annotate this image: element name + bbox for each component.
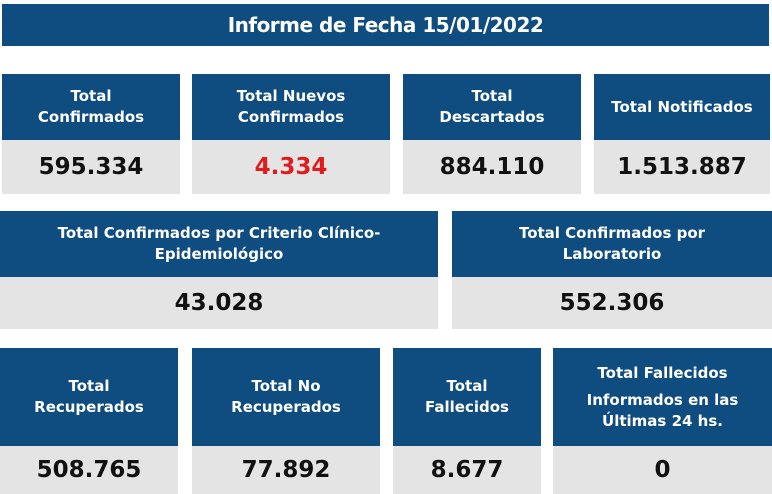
card-value: 0 <box>553 446 772 494</box>
report-title-banner: Informe de Fecha 15/01/2022 <box>2 4 769 46</box>
card-label: Total <box>446 377 488 395</box>
card-confirmados-laboratorio: Total Confirmados por Laboratorio 552.30… <box>452 211 772 329</box>
card-header: Total Fallecidos Informados en las Últim… <box>553 348 772 446</box>
card-total-descartados: Total Descartados 884.110 <box>403 74 581 194</box>
card-header: Total Descartados <box>403 74 581 140</box>
card-label: Laboratorio <box>562 245 662 263</box>
card-total-no-recuperados: Total No Recuperados 77.892 <box>192 348 380 494</box>
card-header: Total Nuevos Confirmados <box>192 74 390 140</box>
card-label: Total Nuevos <box>236 87 346 105</box>
card-label: Descartados <box>439 108 545 126</box>
card-fallecidos-ultimas-24hs: Total Fallecidos Informados en las Últim… <box>553 348 772 494</box>
card-total-confirmados: Total Confirmados 595.334 <box>2 74 180 194</box>
card-label: Total Notificados <box>611 97 753 116</box>
card-label: Fallecidos <box>425 398 509 416</box>
card-label: Informados en las <box>586 390 739 409</box>
card-label: Total <box>68 377 110 395</box>
card-header: Total Confirmados por Criterio Clínico- … <box>0 211 438 277</box>
card-value: 4.334 <box>192 140 390 194</box>
card-value: 508.765 <box>0 446 178 494</box>
card-label: Recuperados <box>231 398 341 416</box>
report-title: Informe de Fecha 15/01/2022 <box>227 13 544 37</box>
card-value: 77.892 <box>192 446 380 494</box>
card-confirmados-criterio-clinico: Total Confirmados por Criterio Clínico- … <box>0 211 438 329</box>
card-label: Total <box>70 87 112 105</box>
card-total-fallecidos: Total Fallecidos 8.677 <box>393 348 541 494</box>
card-label: Total No <box>251 377 321 395</box>
card-value: 552.306 <box>452 277 772 329</box>
card-header: Total Confirmados <box>2 74 180 140</box>
card-header: Total No Recuperados <box>192 348 380 446</box>
card-value: 8.677 <box>393 446 541 494</box>
card-label: Confirmados <box>37 108 145 126</box>
card-label: Confirmados <box>237 108 345 126</box>
card-label: Total Fallecidos <box>597 363 728 382</box>
card-label: Epidemiológico <box>154 245 284 263</box>
card-label: Últimas 24 hs. <box>602 411 723 430</box>
card-header: Total Recuperados <box>0 348 178 446</box>
card-label: Total Confirmados por <box>518 224 706 242</box>
card-label: Total <box>471 87 513 105</box>
card-total-recuperados: Total Recuperados 508.765 <box>0 348 178 494</box>
card-label: Recuperados <box>34 398 144 416</box>
card-total-nuevos-confirmados: Total Nuevos Confirmados 4.334 <box>192 74 390 194</box>
card-header: Total Fallecidos <box>393 348 541 446</box>
card-total-notificados: Total Notificados 1.513.887 <box>594 74 770 194</box>
card-value: 595.334 <box>2 140 180 194</box>
card-header: Total Notificados <box>594 74 770 140</box>
card-value: 1.513.887 <box>594 140 770 194</box>
card-label: Total Confirmados por Criterio Clínico- <box>57 224 381 242</box>
card-value: 884.110 <box>403 140 581 194</box>
card-header: Total Confirmados por Laboratorio <box>452 211 772 277</box>
card-value: 43.028 <box>0 277 438 329</box>
